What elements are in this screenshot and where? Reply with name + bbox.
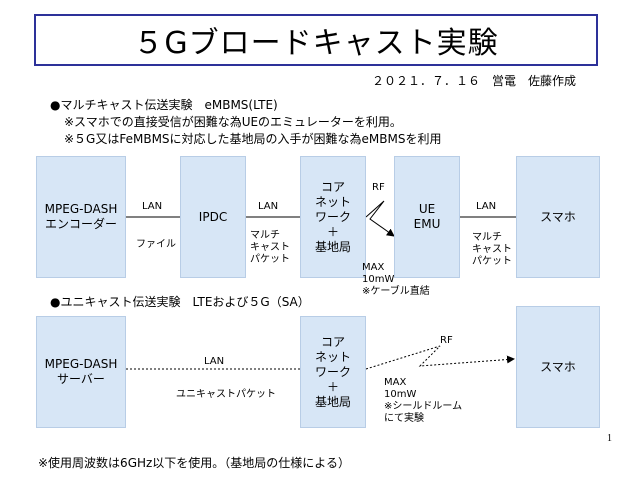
s1-label-file: ファイル — [136, 239, 176, 250]
s1-box-core-network: コア ネット ワーク ＋ 基地局 — [300, 156, 366, 278]
s2-label-rf-note: MAX 10mW ※シールドルーム にて実験 — [384, 377, 463, 424]
s2-box-mpeg-dash-server: MPEG-DASH サーバー — [36, 316, 126, 428]
s1-box-ue-emu: UE EMU — [394, 156, 460, 278]
s1-label-rf: RF — [372, 182, 385, 193]
title-box: ５Gブロードキャスト実験 — [34, 14, 598, 66]
section2-heading: ●ユニキャスト伝送実験 LTEおよび５G（SA） — [50, 295, 310, 309]
s1-label-rf-note: MAX 10mW ※ケーブル直結 — [362, 262, 430, 297]
page-number: 1 — [607, 433, 612, 444]
footer-note: ※使用周波数は6GHz以下を使用。（基地局の仕様による） — [38, 456, 350, 470]
s1-box-mpeg-dash-encoder: MPEG-DASH エンコーダー — [36, 156, 126, 278]
s1-label-lan-1: LAN — [142, 201, 163, 212]
section1-note-1: ※スマホでの直接受信が困難な為UEのエミュレーターを利用。 — [64, 115, 402, 129]
page-title: ５Gブロードキャスト実験 — [133, 26, 499, 61]
s2-label-unicast: ユニキャストパケット — [176, 389, 276, 400]
s2-box-smartphone: スマホ — [516, 306, 600, 428]
section1-note-2: ※５G又はFeMBMSに対応した基地局の入手が困難な為eMBMSを利用 — [64, 132, 442, 146]
date-author: ２０２１．７．１６ 営電 佐藤作成 — [372, 74, 577, 88]
s1-label-multicast-1: マルチ キャスト パケット — [250, 230, 290, 265]
s1-label-multicast-2: マルチ キャスト パケット — [472, 232, 512, 267]
section1-heading: ●マルチキャスト伝送実験 eMBMS(LTE) — [50, 98, 278, 112]
s1-label-lan-2: LAN — [258, 201, 279, 212]
s1-box-ipdc: IPDC — [180, 156, 246, 278]
s2-label-lan: LAN — [204, 356, 225, 367]
s2-label-rf: RF — [440, 335, 453, 346]
s1-label-lan-3: LAN — [476, 201, 497, 212]
s2-box-core-network: コア ネット ワーク ＋ 基地局 — [300, 316, 366, 428]
s1-box-smartphone: スマホ — [516, 156, 600, 278]
s1-rf-zigzag — [365, 200, 395, 237]
s2-rf-zigzag — [365, 345, 515, 370]
